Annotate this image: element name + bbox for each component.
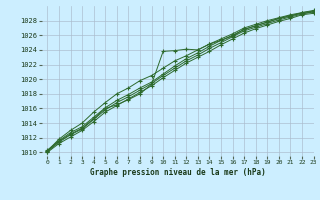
X-axis label: Graphe pression niveau de la mer (hPa): Graphe pression niveau de la mer (hPa) xyxy=(90,168,266,177)
